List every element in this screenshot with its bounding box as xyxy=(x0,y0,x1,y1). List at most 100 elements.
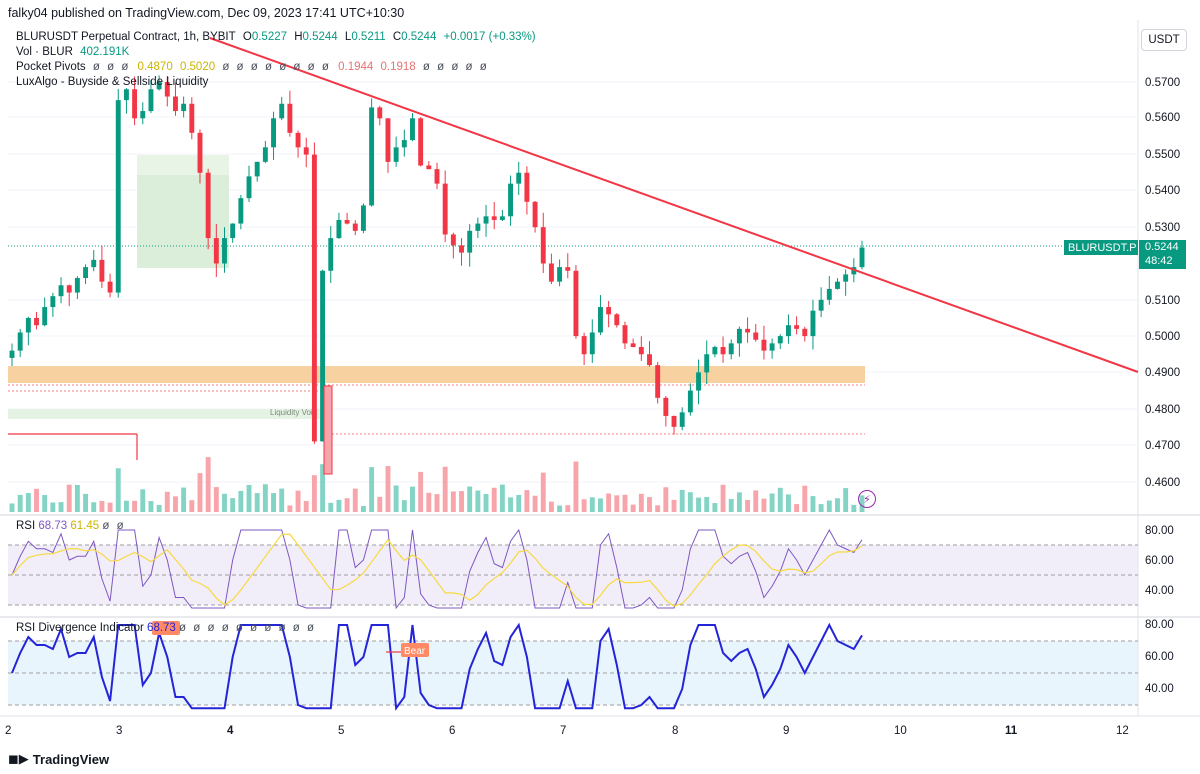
candle-body xyxy=(246,176,252,199)
candle-body xyxy=(205,172,211,239)
candle-body xyxy=(25,317,31,333)
volume-bar xyxy=(483,494,489,512)
bar-countdown: 48:42 xyxy=(1145,255,1173,267)
candle-body xyxy=(753,332,759,340)
volume-bar xyxy=(826,500,832,512)
candle-body xyxy=(410,118,415,141)
time-tick: 3 xyxy=(116,725,122,737)
candle-body xyxy=(156,82,162,90)
time-tick: 6 xyxy=(449,725,455,737)
visibility-icon[interactable]: ø ø ø xyxy=(92,61,131,73)
legend-symbol: BLURUSDT Perpetual Contract, 1h, BYBIT xyxy=(16,31,236,43)
volume-bar xyxy=(328,502,334,512)
volume-bar xyxy=(475,490,481,512)
candle-body xyxy=(467,230,473,253)
legend-pocket-pivots[interactable]: Pocket Pivots ø ø ø 0.4870 0.5020 ø ø ø … xyxy=(16,61,493,73)
candle-body xyxy=(254,161,260,177)
volume-bar xyxy=(467,486,473,512)
candle-body xyxy=(303,147,309,155)
rsi-div-label: RSI Divergence Indicator xyxy=(16,622,144,634)
candle-body xyxy=(499,216,505,220)
candle-body xyxy=(712,346,718,355)
candle-body xyxy=(524,172,530,202)
candle-body xyxy=(164,82,170,97)
candle-body xyxy=(606,307,612,315)
rsi-line xyxy=(11,528,863,610)
candle-body xyxy=(123,89,129,101)
volume-bar xyxy=(459,491,464,512)
legend-pivots-v1: 0.4870 xyxy=(137,61,173,73)
rsi-axis[interactable]: 80.00 60.00 40.00 xyxy=(1145,525,1174,597)
volume-bar xyxy=(524,490,530,512)
candle-body xyxy=(647,354,652,366)
legend-l-label: L xyxy=(344,31,352,43)
candle-body xyxy=(385,118,391,162)
price-tick: 0.5600 xyxy=(1145,112,1180,124)
volume-bar xyxy=(173,496,178,512)
candle-body xyxy=(58,285,64,297)
volume-bar xyxy=(679,489,685,512)
volume-bar xyxy=(279,488,285,512)
volume-bar xyxy=(598,498,603,512)
candle-body xyxy=(279,103,285,119)
candle-body xyxy=(475,223,481,231)
candle-body xyxy=(769,343,775,351)
rsi-div-legend[interactable]: RSI Divergence Indicator 68.73 ø ø ø ø ø… xyxy=(16,622,316,634)
candle-body xyxy=(581,336,587,355)
visibility-icon[interactable]: ø ø xyxy=(102,520,126,532)
volume-bar xyxy=(74,484,80,512)
candle-body xyxy=(532,201,538,228)
legend-ohlc[interactable]: BLURUSDT Perpetual Contract, 1h, BYBIT O… xyxy=(16,31,540,43)
tradingview-logo[interactable]: ◼▶ TradingView xyxy=(8,751,109,767)
volume-bar xyxy=(638,493,644,512)
candle-body xyxy=(720,346,726,355)
candle-body xyxy=(557,267,563,282)
candle-body xyxy=(785,325,791,337)
volume-bar xyxy=(777,487,783,512)
rsi-legend[interactable]: RSI 68.73 61.45 ø ø xyxy=(16,520,126,532)
visibility-icon[interactable]: ø ø ø ø ø ø ø ø xyxy=(222,61,331,73)
time-tick: 8 xyxy=(672,725,678,737)
rsi-div-value: 68.73 xyxy=(147,622,176,634)
candle-body xyxy=(745,328,751,333)
volume-bar xyxy=(50,502,56,512)
candle-body xyxy=(459,245,464,253)
tradingview-logo-icon: ◼▶ xyxy=(8,751,29,766)
candle-body xyxy=(794,325,800,329)
volume-bar xyxy=(262,484,268,512)
candle-body xyxy=(352,223,358,231)
lightning-icon[interactable]: ⚡ xyxy=(858,490,876,508)
time-tick: 12 xyxy=(1116,725,1129,737)
publish-header: falky04 published on TradingView.com, De… xyxy=(8,6,405,20)
time-tick: 11 xyxy=(1005,725,1018,737)
volume-bar xyxy=(360,505,366,512)
volume-bar xyxy=(622,494,628,512)
candle-body xyxy=(638,346,644,355)
rsi-value: 68.73 xyxy=(38,520,68,532)
volume-bar xyxy=(164,491,170,512)
div-axis[interactable]: 80.00 60.00 40.00 xyxy=(1145,619,1174,695)
visibility-icon[interactable]: ø ø ø ø ø ø ø ø ø ø xyxy=(179,622,317,634)
volume-bar xyxy=(712,503,718,512)
volume-bar xyxy=(745,499,751,512)
volume-bar xyxy=(581,499,587,512)
rsi-label: RSI xyxy=(16,520,36,532)
legend-pivots-v2: 0.5020 xyxy=(179,61,216,73)
descending-trendline[interactable] xyxy=(209,37,1139,373)
price-tick: 0.4700 xyxy=(1145,440,1180,452)
legend-volume[interactable]: Vol · BLUR 402.191K xyxy=(16,46,133,58)
volume-bar xyxy=(148,501,154,512)
time-axis[interactable]: 2 3 4 5 6 7 8 9 10 11 12 xyxy=(5,725,1129,737)
candle-body xyxy=(181,103,187,112)
volume-bar xyxy=(295,490,301,512)
volume-bar xyxy=(410,486,415,512)
price-axis[interactable]: 0.5700 0.5600 0.5500 0.5400 0.5300 0.5100 0.50… xyxy=(1145,77,1180,489)
visibility-icon[interactable]: ø ø ø ø ø xyxy=(422,61,489,73)
candle-body xyxy=(565,267,571,271)
currency-button[interactable]: USDT xyxy=(1141,29,1187,51)
candle-body xyxy=(442,183,448,235)
rsi-tick: 60.00 xyxy=(1145,555,1174,567)
volume-bar xyxy=(647,497,652,512)
legend-luxalgo[interactable]: LuxAlgo - Buyside & Sellside Liquidity xyxy=(16,76,209,88)
